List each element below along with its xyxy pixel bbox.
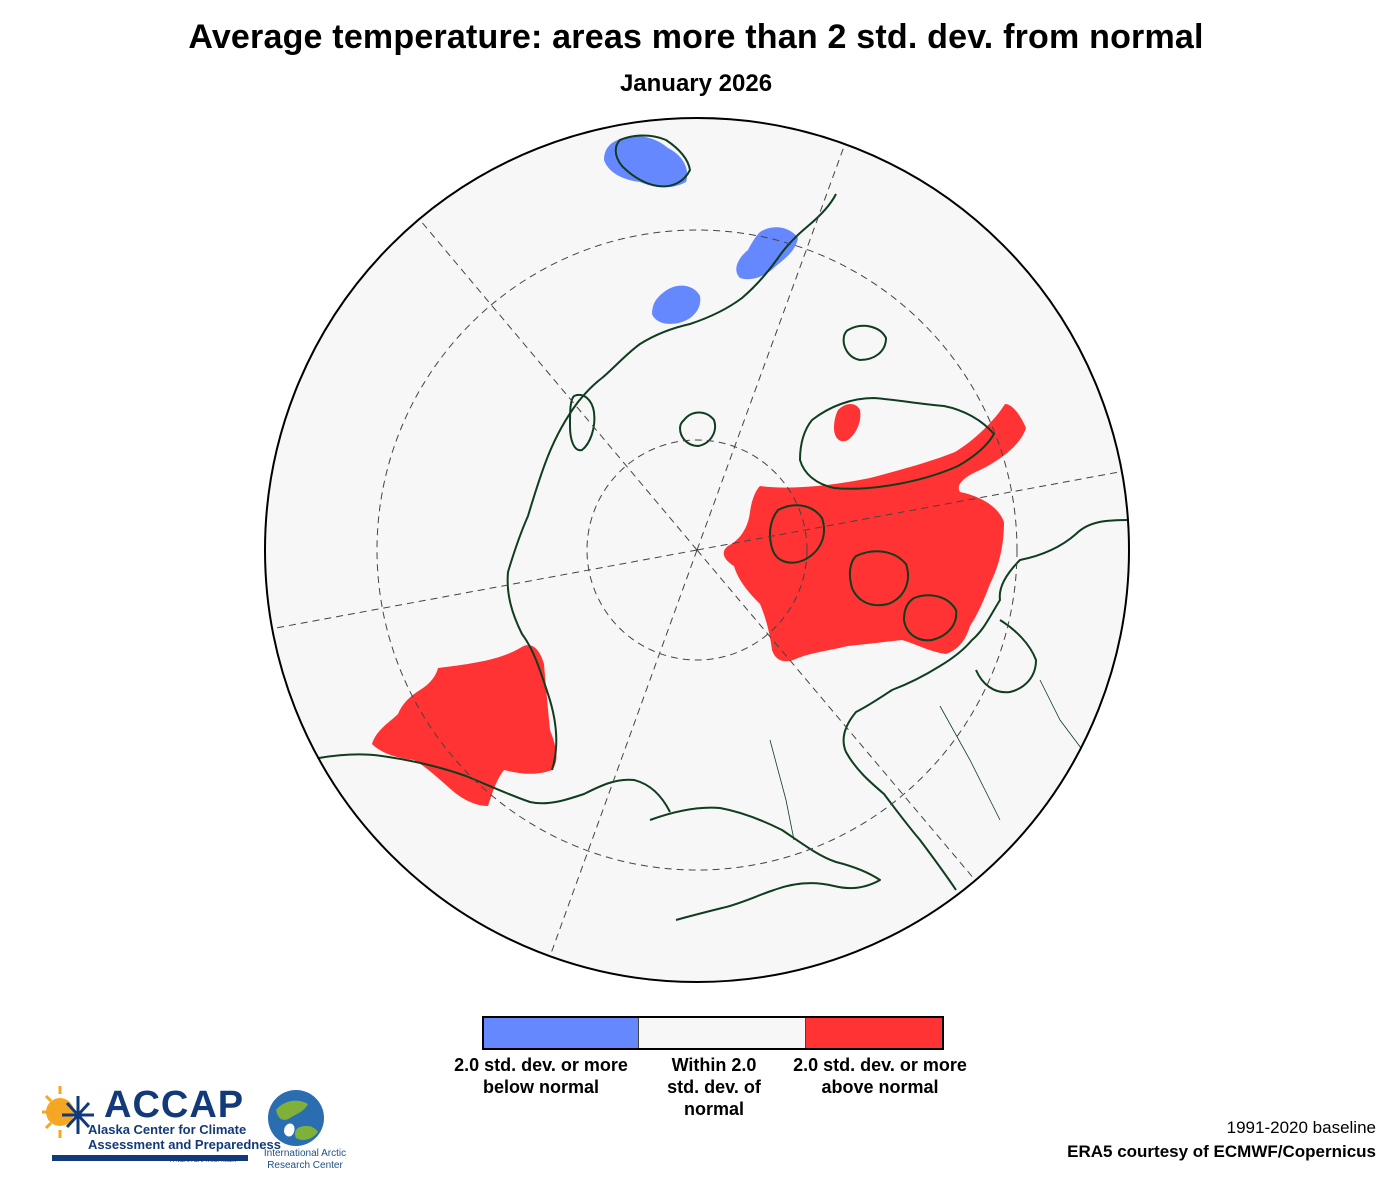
coastline-scandinavia xyxy=(614,134,691,188)
legend-swatch-within xyxy=(638,1018,805,1048)
baseline-text: 1991-2020 baseline xyxy=(1226,1118,1376,1137)
iarc-logo-text: International Arctic Research Center xyxy=(263,1148,347,1171)
coastline-north-america xyxy=(842,519,1129,891)
below-normal-regions xyxy=(604,135,798,324)
graticule xyxy=(265,129,1129,971)
accap-logo-subtitle: Alaska Center for Climate Assessment and… xyxy=(88,1122,281,1152)
below-normal-region-central-europe xyxy=(652,285,701,324)
legend-label-within: Within 2.0 std. dev. of normal xyxy=(667,1055,761,1119)
credits: 1991-2020 baseline ERA5 courtesy of ECMW… xyxy=(1067,1116,1376,1164)
coastline-iceland xyxy=(842,324,887,361)
accap-logo-team: A NOAA CAP/RISA team xyxy=(170,1158,237,1164)
admin-line-canada-2 xyxy=(1039,679,1091,761)
chart-title: Average temperature: areas more than 2 s… xyxy=(188,18,1204,56)
admin-line-alaska-canada xyxy=(769,739,795,841)
coastline-alaska xyxy=(649,806,881,921)
source-text: ERA5 courtesy of ECMWF/Copernicus xyxy=(1067,1142,1376,1161)
coastline-svalbard xyxy=(679,411,716,447)
above-normal-region-greenland-north xyxy=(834,404,861,442)
legend-label-below: 2.0 std. dev. or more below normal xyxy=(454,1055,628,1097)
coastline-canadian-archipelago-1 xyxy=(769,504,825,564)
meridian-3 xyxy=(696,469,1129,551)
accap-logo-rule xyxy=(52,1155,248,1161)
coastline-hudson-bay xyxy=(975,619,1037,694)
latitude-circle-66 xyxy=(376,229,1018,871)
meridian-2 xyxy=(696,129,851,551)
coastline-siberia-north xyxy=(506,377,603,771)
latitude-circle-80 xyxy=(586,439,808,661)
map-border xyxy=(264,117,1130,983)
iarc-globe-icon xyxy=(268,1090,324,1146)
admin-lines xyxy=(769,679,1091,841)
coastline-canadian-archipelago-3 xyxy=(903,594,958,642)
coastline-canadian-archipelago-2 xyxy=(848,550,909,607)
accap-logo-name: ACCAP xyxy=(104,1084,245,1126)
below-normal-region-scandinavia xyxy=(604,135,688,188)
legend-label-above: 2.0 std. dev. or more above normal xyxy=(793,1055,967,1097)
coastline-greenland xyxy=(799,397,995,490)
polar-map xyxy=(264,117,1130,983)
admin-line-canada-1 xyxy=(939,705,1001,821)
coastline-siberia xyxy=(297,753,671,813)
accap-sun-snowflake-icon xyxy=(42,1086,94,1138)
coastline-novaya-zemlya xyxy=(569,394,596,452)
below-normal-region-baltic xyxy=(736,227,798,280)
coastlines xyxy=(297,134,1129,921)
chart-subtitle: January 2026 xyxy=(619,70,773,97)
coastline-europe xyxy=(601,193,837,379)
legend-swatch-below xyxy=(484,1018,638,1048)
legend-colorbar xyxy=(482,1016,944,1050)
meridian-6 xyxy=(265,549,698,631)
meridian-5 xyxy=(544,549,698,971)
legend-swatch-above xyxy=(805,1018,942,1048)
above-normal-region-siberia xyxy=(372,645,557,806)
